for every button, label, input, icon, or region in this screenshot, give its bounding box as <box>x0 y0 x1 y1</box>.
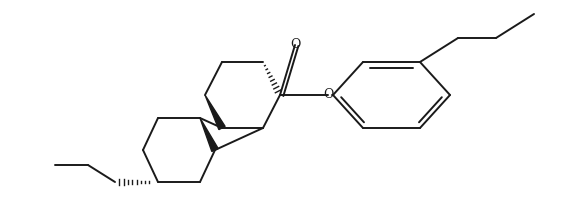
Text: O: O <box>290 38 300 51</box>
Polygon shape <box>200 118 218 151</box>
Text: O: O <box>323 88 333 101</box>
Polygon shape <box>205 95 225 130</box>
